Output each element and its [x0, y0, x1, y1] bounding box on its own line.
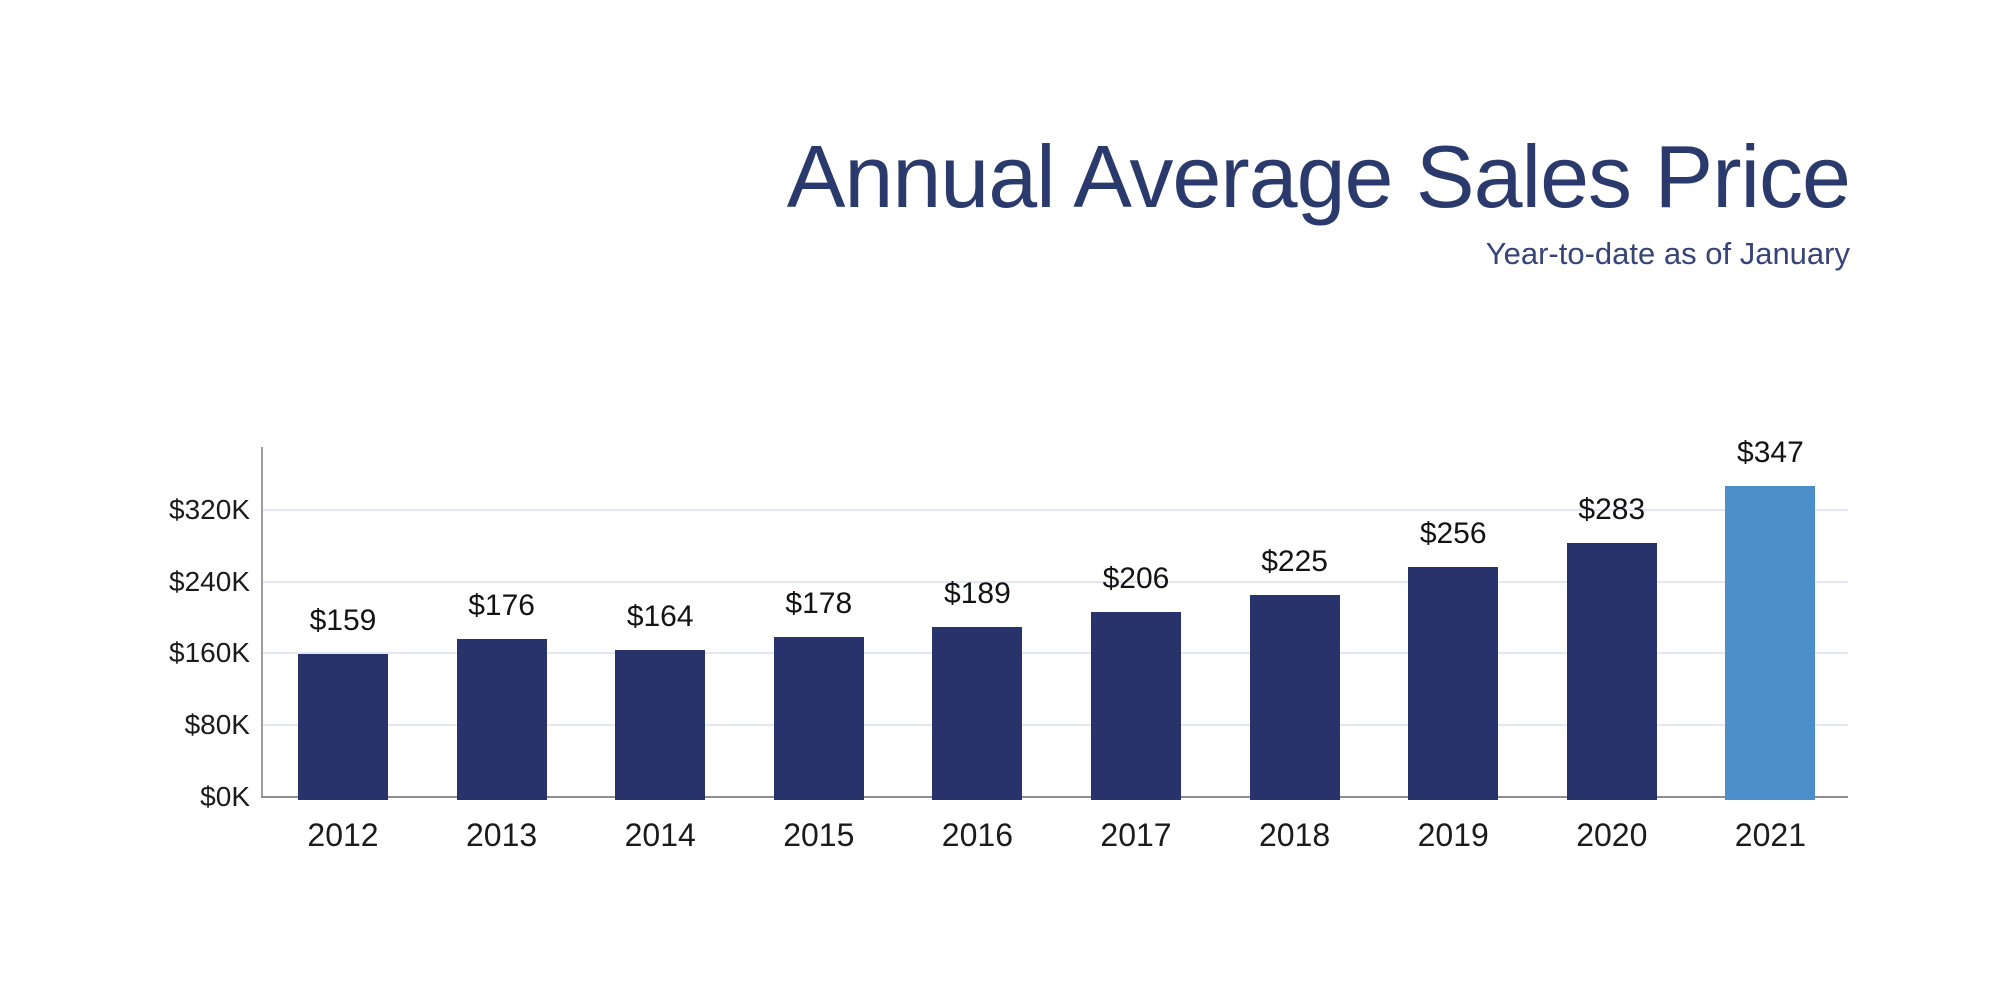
bar-value-label-2014: $164	[626, 600, 694, 633]
bar-2015	[773, 637, 864, 800]
chart-subtitle: Year-to-date as of January	[1485, 236, 1850, 271]
bar-2017	[1091, 612, 1181, 800]
bar-2020	[1566, 543, 1657, 800]
x-tick-label-2013: 2013	[466, 817, 538, 853]
x-tick-label-2017: 2017	[1100, 817, 1172, 853]
bar-value-label-2017: $206	[1102, 562, 1170, 595]
bar-2013	[456, 639, 547, 800]
chart-title: Annual Average Sales Price	[786, 127, 1851, 226]
x-tick-label-2014: 2014	[624, 817, 696, 853]
bar-2014	[615, 650, 706, 800]
y-tick-label-320k: $320K	[169, 493, 250, 525]
bar-value-label-2021: $347	[1737, 436, 1804, 469]
bar-value-label-2020: $283	[1578, 493, 1646, 526]
bar-value-label-2016: $189	[944, 577, 1011, 610]
x-tick-label-2021: 2021	[1734, 817, 1806, 853]
x-tick-label-2018: 2018	[1259, 817, 1331, 853]
bar-2019	[1408, 567, 1499, 800]
y-axis-line	[261, 447, 263, 798]
gridline-320k	[263, 508, 1848, 511]
bar-value-label-2012: $159	[309, 604, 377, 637]
y-tick-label-80k: $80K	[184, 709, 250, 741]
x-tick-label-2019: 2019	[1417, 817, 1489, 853]
bar-value-label-2018: $225	[1261, 545, 1328, 578]
x-axis-baseline	[261, 796, 1848, 798]
bar-value-label-2019: $256	[1419, 517, 1487, 550]
x-tick-label-2020: 2020	[1576, 817, 1648, 853]
gridline-240k	[263, 580, 1848, 583]
x-tick-label-2016: 2016	[941, 817, 1013, 853]
gridline-80k	[263, 724, 1848, 727]
bar-value-label-2015: $178	[785, 587, 853, 620]
bar-2012	[298, 654, 388, 800]
x-tick-label-2015: 2015	[783, 817, 855, 853]
y-tick-label-0k: $0K	[200, 781, 250, 812]
bar-2018	[1249, 595, 1340, 800]
chart-header: Annual Average Sales Price Year-to-date …	[786, 127, 1851, 271]
gridline-160k	[263, 652, 1848, 655]
bar-2021	[1725, 486, 1816, 800]
bar-2016	[932, 627, 1023, 800]
y-tick-label-240k: $240K	[169, 565, 250, 597]
x-tick-label-2012: 2012	[307, 817, 379, 853]
y-tick-label-160k: $160K	[169, 637, 250, 669]
bar-value-label-2013: $176	[468, 589, 535, 622]
